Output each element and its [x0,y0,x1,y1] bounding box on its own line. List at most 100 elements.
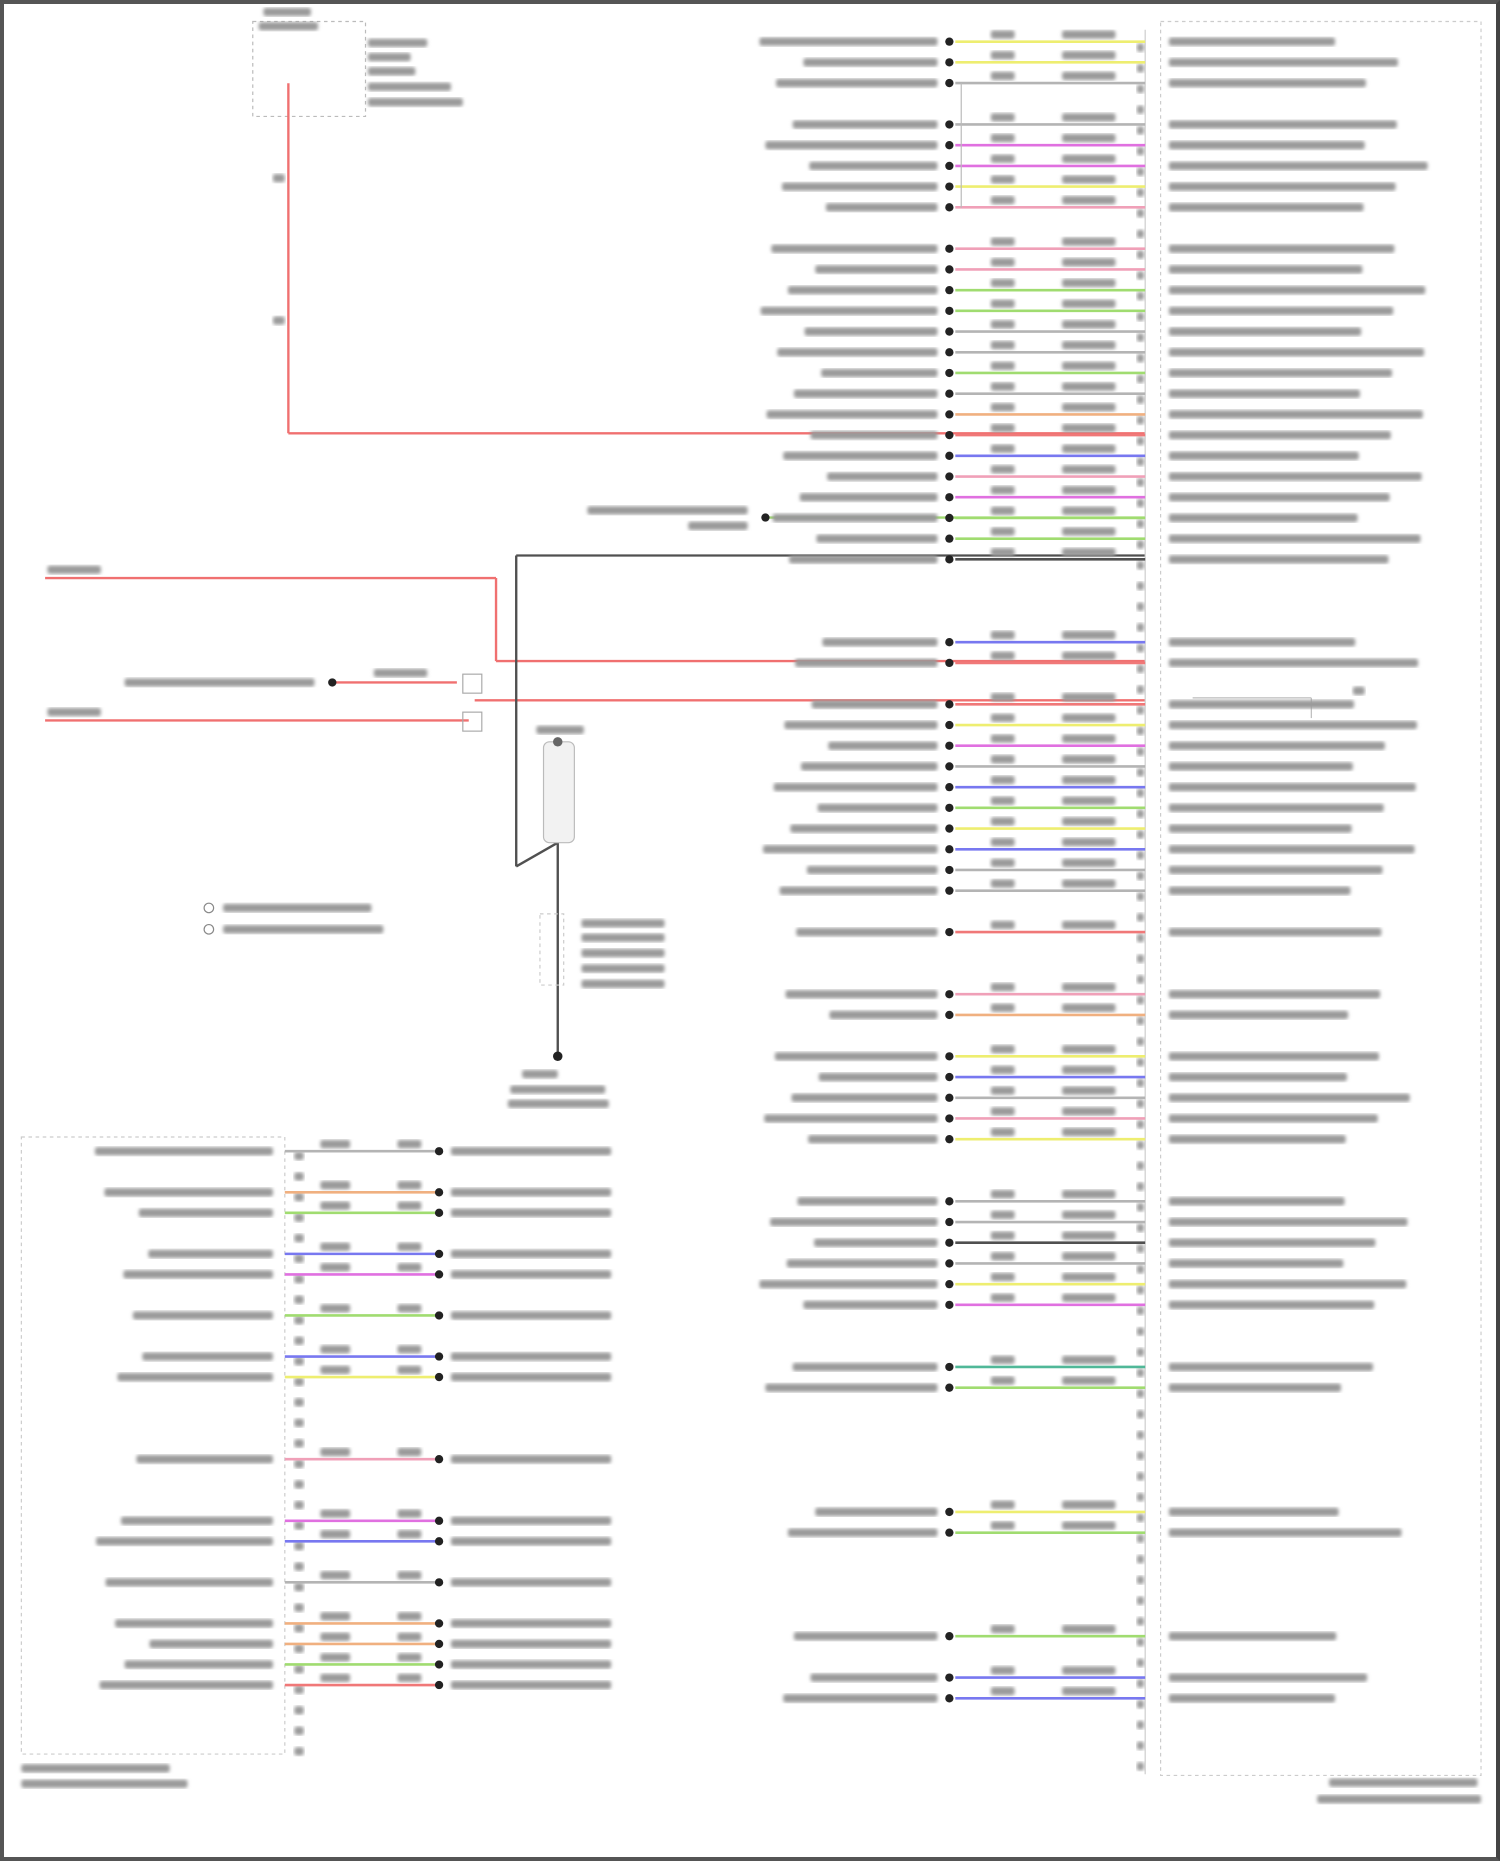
pin-function-label [1168,1052,1379,1061]
pin-number [1136,188,1144,197]
pin-function-label [1168,700,1355,709]
pin-number [1136,726,1144,736]
splice-dot [945,120,954,129]
circuit-label [782,182,938,191]
wire-code [990,196,1015,205]
pin-number [1136,581,1144,591]
circuit-label [792,1362,938,1372]
wire-code [990,30,1015,39]
pin-function-label [1168,1135,1346,1144]
wire-code [990,920,1015,930]
wire-code [990,403,1015,412]
pin-number [294,1685,304,1694]
ground-label [510,1085,606,1094]
wire-code [990,1293,1015,1302]
splice-dot [945,78,954,88]
component-title [263,7,311,17]
pin-function-label [1168,782,1416,792]
pin-function-label [1168,1507,1339,1517]
splice-dot [761,513,770,522]
splice-dot [945,37,954,46]
pin-number [1136,416,1144,425]
pin-number [1136,788,1144,798]
pin-number [1136,1285,1144,1295]
splice-dot [945,1632,954,1641]
wire-code [320,1653,351,1662]
component-label [581,933,665,942]
pin-number [1136,1161,1144,1170]
wire-color-label [1062,154,1116,163]
pin-number [1136,1223,1144,1233]
wire-code [990,1666,1015,1675]
circuit-label [450,1372,612,1382]
pin-function-label [1168,1694,1336,1703]
splice-dot [945,638,954,647]
wire-code [990,527,1015,536]
pin-number [1136,374,1144,384]
wire-code [990,1127,1015,1137]
module-subtitle [21,1779,188,1788]
pin-number [1136,1679,1144,1688]
wire-code [990,1231,1015,1240]
pin-function-label [1168,389,1360,398]
illegible-label [587,506,748,515]
pin-number [1136,250,1144,259]
illegible-label [47,565,101,574]
legend-label [223,925,384,934]
wire-color-label [397,1181,422,1190]
pin-number [294,1377,304,1386]
wire-code [990,278,1015,288]
wire-color-label [397,1345,422,1354]
circuit-label [828,741,938,750]
pin-number [1136,499,1144,508]
wire-color-label [1062,734,1116,743]
wire-color-label [1062,237,1116,246]
splice-dot [434,1680,444,1690]
pin-number [1136,126,1144,135]
circuit-label [795,658,938,668]
circuit-label [450,1619,612,1628]
wire-color-label [1062,879,1116,888]
circuit-label [759,37,938,46]
splice-dot [945,1238,954,1247]
module-box-right [1160,20,1482,1777]
pin-number [294,1706,304,1715]
circuit-label [825,203,938,212]
pin-function-label [1168,658,1419,668]
wire-code [990,837,1015,847]
splice-dot [945,1072,954,1082]
circuit-label [450,1680,612,1690]
circuit-label [806,865,938,875]
pin-number [1136,457,1144,466]
illegible-label [47,707,101,717]
wire-color-label [1062,982,1116,992]
pin-number [1136,643,1144,653]
pin-function-label [136,1455,273,1464]
component-label [367,82,451,91]
pin-number [294,1521,304,1530]
pin-function-label [1168,886,1351,895]
pin-number [1136,209,1144,218]
pin-number [1136,519,1144,529]
circuit-label [779,886,938,895]
splice-dot [945,782,954,792]
pin-function-label [1168,1197,1345,1206]
pin-number [1136,851,1144,860]
pin-number [1136,623,1144,632]
circuit-label [809,161,938,171]
pin-function-label [1168,1279,1407,1289]
pin-number [1136,1058,1144,1067]
pin-function-label [124,1660,273,1669]
wire-code [990,982,1015,992]
splice-dot [945,1362,954,1372]
pin-number [1136,312,1144,321]
wire-code [990,1624,1015,1634]
pin-number [1136,436,1144,446]
module-box-left [20,1136,286,1755]
pin-number [1136,1741,1144,1750]
wire-code [320,1673,351,1683]
pin-function-label [1168,1632,1337,1641]
pin-number [1136,933,1144,943]
pin-function-label [1168,1300,1375,1310]
pin-function-label [1168,348,1425,357]
